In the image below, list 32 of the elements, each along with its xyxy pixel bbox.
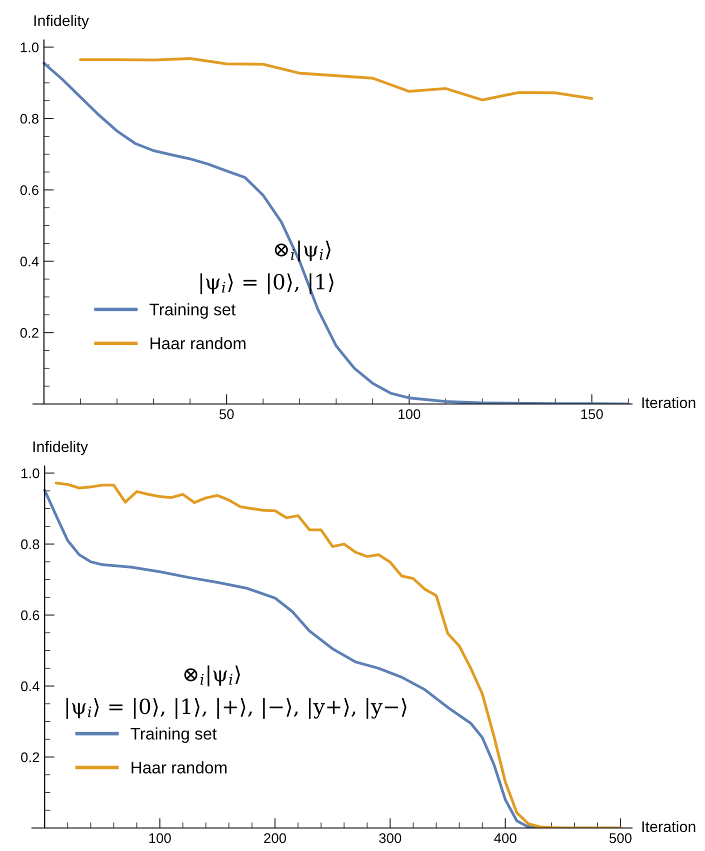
- y-tick-label: 0.6: [21, 610, 40, 620]
- x-axis-title: Iteration: [642, 396, 696, 408]
- y-tick-label: 0.8: [21, 539, 40, 550]
- x-tick-label: 150: [581, 409, 603, 420]
- x-tick-label: 100: [149, 833, 171, 844]
- y-tick-label: 0.2: [21, 752, 40, 762]
- x-axis-title: Iteration: [642, 820, 696, 832]
- y-axis-title: Infidelity: [34, 14, 90, 30]
- x-tick-label: 200: [264, 833, 286, 844]
- x-tick-label: 50: [219, 409, 234, 420]
- annotation: ⊗$_{i}$|ψ$_{i}$⟩: [184, 665, 240, 686]
- line-series: [79, 57, 594, 102]
- y-tick-label: 1.0: [20, 42, 39, 52]
- x-tick-label: 100: [398, 409, 420, 420]
- y-tick-label: 0.4: [21, 681, 40, 692]
- annotation: |ψ$_{i}$⟩ = |0⟩, |1⟩: [200, 273, 334, 294]
- x-tick-label: 300: [379, 833, 402, 844]
- y-tick-label: 0.8: [20, 114, 38, 124]
- y-tick-label: 0.2: [20, 328, 38, 338]
- legend-label: Haar random: [150, 337, 246, 350]
- legend-label: Haar random: [132, 761, 226, 774]
- x-tick-label: 500: [609, 833, 632, 844]
- x-tick-label: 400: [494, 833, 516, 844]
- line-series: [42, 62, 630, 404]
- y-tick-label: 0.4: [20, 256, 39, 266]
- y-tick-label: 1.0: [22, 468, 40, 478]
- y-tick-label: 0.6: [20, 185, 38, 196]
- legend-label: Training set: [130, 727, 217, 743]
- annotation: ⊗$_{i}$|ψ$_{i}$⟩: [274, 240, 331, 262]
- legend-label: Training set: [150, 303, 236, 319]
- y-axis-title: Infidelity: [33, 440, 88, 456]
- annotation: |ψ$_{i}$⟩ = |0⟩, |1⟩, |+⟩, |−⟩, |y+⟩, |y−⟩: [66, 698, 406, 719]
